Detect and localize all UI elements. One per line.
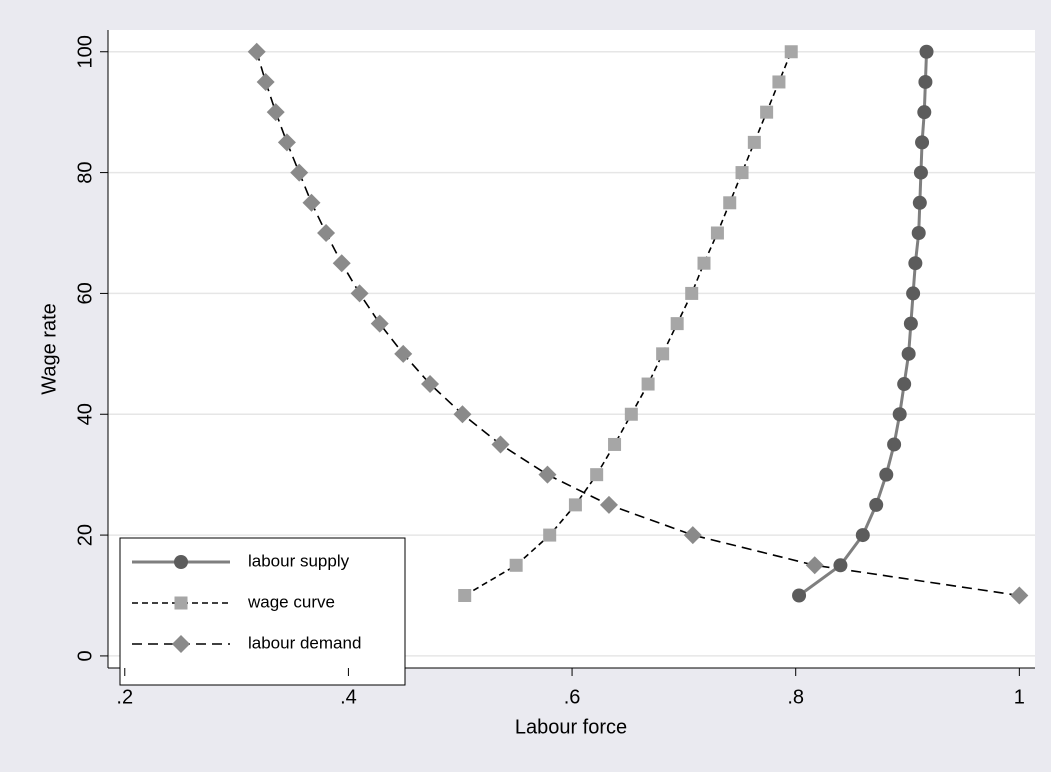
point <box>683 526 702 545</box>
point <box>685 286 699 300</box>
point <box>266 103 285 122</box>
point <box>919 44 934 59</box>
point <box>869 497 884 512</box>
point <box>290 163 309 182</box>
point <box>543 528 557 542</box>
legend-marker <box>174 596 188 610</box>
point <box>892 407 907 422</box>
point <box>624 407 638 421</box>
point <box>458 589 472 602</box>
point <box>912 195 927 210</box>
point <box>915 135 930 150</box>
x-tick-label: .2 <box>116 686 133 708</box>
y-axis-label: Wage rate <box>38 303 60 395</box>
point <box>760 105 774 119</box>
point <box>918 74 933 89</box>
y-tick-label: 20 <box>74 524 96 546</box>
point <box>908 256 923 271</box>
point <box>917 105 932 120</box>
point <box>332 254 351 273</box>
point <box>656 347 670 361</box>
point <box>590 468 604 482</box>
point <box>317 224 336 242</box>
point <box>792 588 807 603</box>
point <box>670 317 684 331</box>
point <box>599 495 618 514</box>
point <box>350 284 369 303</box>
x-tick-label: .4 <box>340 686 357 708</box>
y-tick-label: 80 <box>74 161 96 183</box>
legend-label: wage curve <box>247 592 335 611</box>
point <box>855 528 870 543</box>
point <box>833 558 848 573</box>
point <box>879 467 894 482</box>
point <box>747 135 761 149</box>
point <box>491 435 510 454</box>
point <box>772 75 786 89</box>
point <box>453 405 472 424</box>
legend-label: labour demand <box>248 633 361 652</box>
point <box>735 166 749 180</box>
point <box>277 133 296 152</box>
point <box>784 45 798 59</box>
legend-marker <box>172 635 190 653</box>
point <box>906 286 921 301</box>
x-tick-label: 1 <box>1014 686 1025 708</box>
point <box>247 42 266 61</box>
point <box>697 256 711 270</box>
point <box>641 377 655 391</box>
point <box>723 196 737 210</box>
point <box>370 314 389 333</box>
point <box>256 72 275 91</box>
legend-label: labour supply <box>248 551 350 570</box>
point <box>911 226 926 240</box>
point <box>887 437 902 452</box>
x-tick-label: .8 <box>787 686 804 708</box>
point <box>568 498 582 512</box>
point <box>509 558 523 572</box>
point <box>421 375 440 394</box>
point <box>608 437 622 451</box>
y-tick-label: 0 <box>74 650 96 661</box>
y-tick-label: 40 <box>74 403 96 425</box>
legend-marker <box>174 555 188 569</box>
point <box>1010 586 1029 605</box>
x-tick-label: .6 <box>564 686 581 708</box>
point <box>538 465 557 484</box>
point <box>903 316 918 331</box>
y-tick-label: 60 <box>74 282 96 304</box>
y-tick-label: 100 <box>74 35 96 68</box>
point <box>897 377 912 392</box>
point <box>913 165 928 180</box>
point <box>805 556 824 575</box>
point <box>302 193 321 212</box>
point <box>710 226 724 240</box>
x-axis-label: Labour force <box>515 716 627 738</box>
point <box>394 344 413 363</box>
point <box>901 346 916 361</box>
